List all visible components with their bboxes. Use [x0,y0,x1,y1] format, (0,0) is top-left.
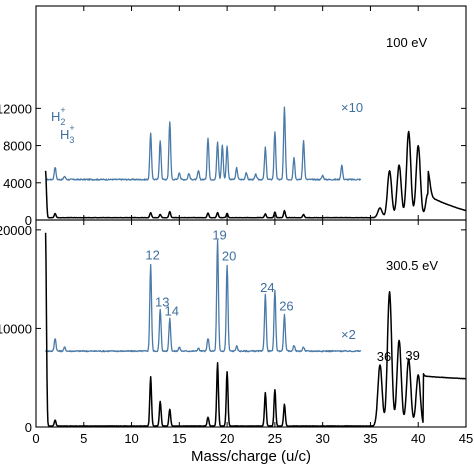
peak-label-12: 12 [145,247,159,262]
bottom-x-ticks: 0 5 10 15 20 25 30 35 40 45 [32,220,473,446]
x-tick-label: 0 [32,431,39,446]
peak-label-39: 39 [405,348,419,363]
bottom-multiplier-label: ×2 [341,327,356,342]
top-panel: 0 4000 8000 12000 100 eV ×10 H2+ H3+ [0,5,467,228]
top-energy-label: 100 eV [386,35,428,50]
top-multiplier-label: ×10 [341,100,363,115]
ion-label-h2: H2+ [51,105,66,127]
top-black-trace [44,130,467,219]
peak-label-26: 26 [279,299,293,314]
peak-label-36: 36 [377,349,391,364]
x-tick-label: 25 [268,431,282,446]
y-tick-label: 0 [25,213,32,228]
x-tick-label: 30 [315,431,329,446]
peak-label-13: 13 [155,295,169,310]
y-tick-label: 0 [25,420,32,435]
top-ion-labels: H2+ H3+ [51,105,75,145]
y-tick-label: 20000 [0,223,32,238]
x-tick-label: 40 [411,431,425,446]
y-tick-label: 4000 [3,176,32,191]
y-tick-label: 8000 [3,139,32,154]
peak-label-20: 20 [222,248,236,263]
bottom-y-ticks: 0 10000 20000 [0,223,466,435]
top-series [44,106,467,219]
x-tick-label: 15 [172,431,186,446]
x-tick-label: 45 [459,431,473,446]
peak-label-19: 19 [212,228,226,243]
top-x-ticks [35,6,467,220]
ion-label-h3: H3+ [60,123,75,145]
y-tick-label: 10000 [0,321,32,336]
x-axis-label: Mass/charge (u/c) [191,448,311,465]
bottom-energy-label: 300.5 eV [386,258,438,273]
x-tick-label: 5 [80,431,87,446]
bottom-black-trace [44,232,467,427]
bottom-blue-trace [45,239,362,353]
x-tick-label: 10 [124,431,138,446]
y-tick-label: 12000 [0,101,32,116]
bottom-panel-frame [35,219,467,428]
top-blue-trace [45,106,362,181]
x-tick-label: 35 [363,431,377,446]
top-y-ticks: 0 4000 8000 12000 [0,101,466,228]
x-tick-label: 20 [220,431,234,446]
bottom-series [44,232,467,427]
peak-label-14: 14 [165,304,179,319]
peak-label-24: 24 [260,280,274,295]
